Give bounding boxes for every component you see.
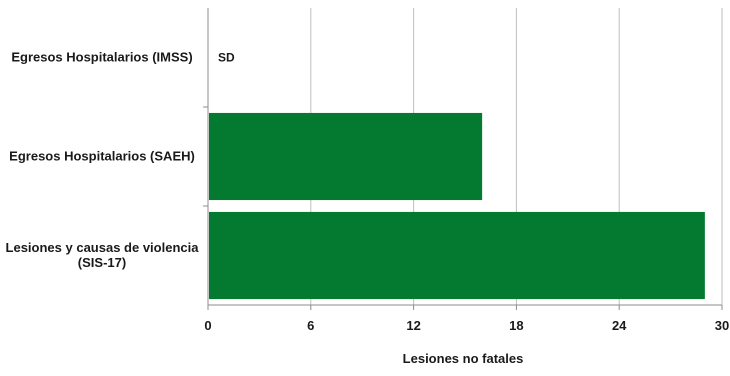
- x-tick-label: 18: [509, 318, 523, 333]
- x-tick-label: 30: [715, 318, 729, 333]
- category-label: (SIS-17): [78, 255, 126, 270]
- category-label: Egresos Hospitalarios (SAEH): [9, 149, 195, 164]
- data-label: SD: [218, 51, 235, 65]
- category-label: Lesiones y causas de violencia: [6, 240, 200, 255]
- x-axis-title: Lesiones no fatales: [403, 351, 524, 366]
- bars: [209, 113, 705, 299]
- x-tick-label: 6: [307, 318, 314, 333]
- bar: [209, 212, 705, 299]
- x-tick-label: 12: [406, 318, 420, 333]
- x-tick-label: 24: [612, 318, 627, 333]
- bar: [209, 113, 482, 200]
- x-tick-label: 0: [204, 318, 211, 333]
- category-label: Egresos Hospitalarios (IMSS): [11, 50, 192, 65]
